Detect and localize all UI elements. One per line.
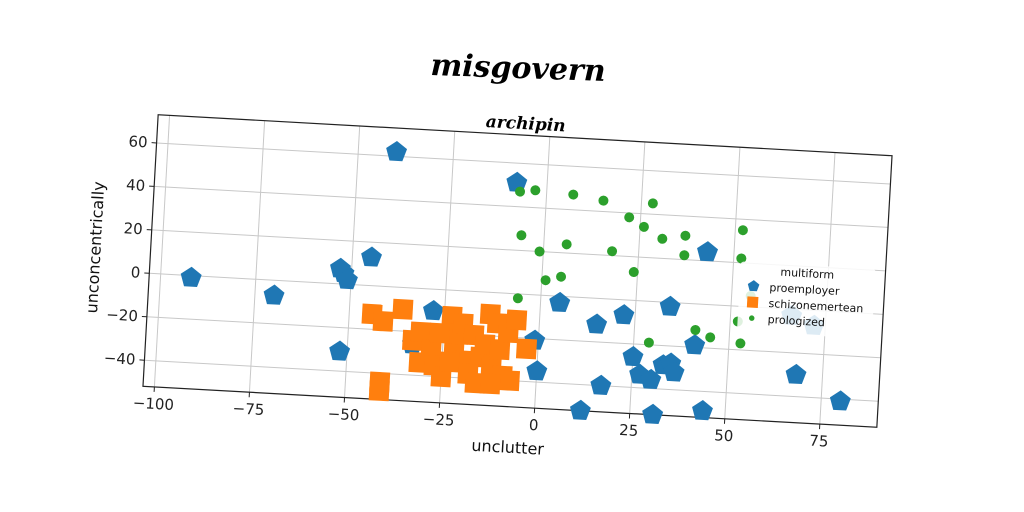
y-tick-label: −20	[106, 305, 139, 325]
prologized-point	[679, 250, 690, 261]
schizonemertean-point	[438, 351, 461, 373]
prologized-point	[690, 324, 701, 335]
legend-marker-proemployer	[747, 280, 760, 292]
y-gridline	[154, 185, 889, 228]
proemployer-point	[337, 269, 358, 290]
proemployer-point	[697, 241, 719, 262]
legend-title: multiform	[780, 266, 834, 282]
proemployer-point	[590, 374, 612, 395]
schizonemertean-point	[479, 373, 501, 395]
schizonemertean-point	[372, 310, 394, 332]
prologized-point	[516, 230, 527, 241]
x-tick-label: 25	[619, 421, 639, 440]
prologized-point	[607, 246, 618, 257]
proemployer-point	[526, 360, 548, 381]
x-tick-label: −25	[422, 410, 455, 430]
prologized-point	[530, 185, 541, 196]
prologized-point	[735, 338, 746, 349]
x-tick-label: −50	[327, 405, 360, 425]
prologized-point	[628, 267, 639, 278]
legend-label-prologized: prologized	[767, 313, 825, 329]
y-tick-label: −40	[103, 349, 136, 369]
y-tick-label: 60	[128, 132, 148, 151]
schizonemertean-point	[498, 370, 521, 392]
schizonemertean-point	[410, 321, 432, 343]
figure-title: misgovern	[430, 48, 606, 89]
y-gridline	[156, 142, 891, 185]
schizonemertean-point	[392, 298, 414, 320]
proemployer-point	[829, 390, 851, 411]
legend-box	[737, 261, 876, 339]
proemployer-point	[386, 140, 408, 162]
schizonemertean-point	[489, 339, 511, 361]
proemployer-point	[423, 299, 444, 321]
grid	[144, 115, 891, 425]
prologized-point	[736, 253, 747, 264]
prologized-point	[512, 293, 523, 304]
prologized-point	[638, 221, 649, 232]
proemployer-point	[622, 345, 644, 367]
prologized-point	[647, 198, 658, 209]
prologized-point	[568, 189, 579, 200]
proemployer-point	[361, 246, 383, 267]
x-tick-label: 50	[714, 426, 734, 445]
proemployer-point	[663, 361, 685, 382]
schizonemertean-point	[429, 322, 451, 344]
proemployer-point	[613, 304, 635, 325]
legend: multiformproemployerschizonemerteanprolo…	[737, 261, 876, 339]
prologized-point	[540, 275, 551, 286]
schizonemertean-point	[506, 309, 528, 331]
ticks: −100 −75 −50 −25 0 25 50 75 −40 −20 0 20 40 60	[103, 132, 829, 451]
proemployer-point	[684, 334, 706, 355]
schizonemertean-point	[515, 338, 538, 360]
x-gridline	[153, 115, 171, 387]
legend-marker-prologized	[748, 315, 755, 321]
y-tick-label: 0	[130, 263, 141, 282]
proemployer-point	[785, 363, 807, 385]
schizonemertean-point	[368, 380, 390, 402]
prologized-point	[680, 230, 691, 241]
legend-label-schizonemertean: schizonemertean	[768, 297, 863, 315]
prologized-point	[556, 271, 567, 282]
proemployer-point	[586, 313, 608, 334]
prologized-point	[643, 337, 654, 348]
prologized-point	[737, 225, 748, 236]
proemployer-point	[329, 340, 351, 361]
prologized-point	[598, 195, 609, 206]
proemployer-point	[642, 403, 664, 425]
y-axis-label: unconcentrically	[82, 181, 108, 314]
plot-area: archipin −100 −75 −50 −25 0 25 50 75 −40 −20 0 20 40…	[82, 112, 893, 459]
x-tick-label: 75	[809, 432, 829, 451]
prologized-point	[657, 233, 668, 244]
x-tick-label: 0	[528, 416, 539, 435]
prologized-point	[705, 332, 716, 343]
proemployer-point	[659, 295, 681, 317]
x-tick-label: −75	[232, 399, 265, 419]
x-gridline	[724, 147, 741, 419]
prologized-point	[534, 246, 545, 257]
proemployer-point	[180, 266, 202, 288]
proemployer-point	[263, 284, 285, 305]
axes-frame	[142, 114, 893, 428]
proemployer-point	[506, 171, 528, 192]
proemployer-point	[692, 400, 713, 421]
y-tick-label: 40	[126, 176, 146, 195]
x-gridline	[629, 141, 646, 414]
prologized-point	[515, 186, 526, 197]
x-axis-label: unclutter	[471, 436, 545, 459]
data-marks	[180, 140, 851, 425]
proemployer-point	[640, 368, 662, 390]
proemployer-point	[549, 291, 571, 313]
legend-marker-schizonemertean	[746, 296, 759, 308]
x-tick-label: −100	[132, 394, 174, 414]
y-tick-label: 20	[123, 219, 143, 238]
prologized-point	[561, 239, 572, 250]
prologized-point	[624, 212, 635, 223]
axes-title: archipin	[485, 112, 566, 136]
x-gridline	[248, 120, 266, 393]
proemployer-point	[570, 399, 591, 420]
legend-label-proemployer: proemployer	[769, 281, 840, 298]
